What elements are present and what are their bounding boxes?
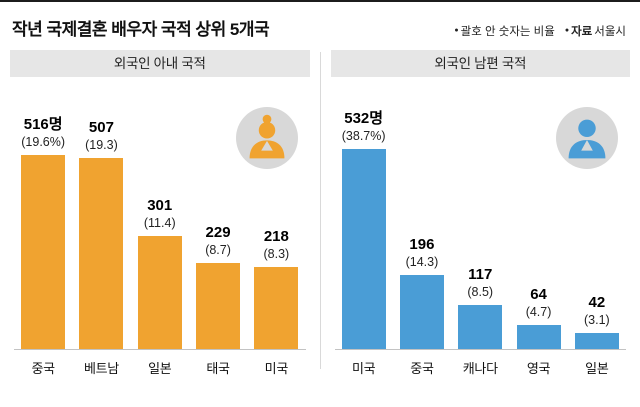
note-source: ● 자료 서울시 [565, 23, 626, 39]
bar [137, 236, 182, 349]
bar-value-label: 516명 [23, 116, 63, 134]
note-ratio-text: 괄호 안 숫자는 비율 [460, 26, 555, 38]
bar-value-label: 532명 [344, 110, 384, 128]
bar [21, 155, 66, 349]
category-label: 일본 [148, 361, 172, 376]
bar-value-label: 64 [530, 286, 547, 304]
bar [574, 333, 619, 349]
bar-group: 42 (3.1) [568, 294, 626, 349]
wife-bars: 516명 (19.6%) 507 (19.3) 301 (11.4) 229 (8.7) 218… [14, 77, 306, 350]
husband-chart-title: 외국인 남편 국적 [330, 50, 630, 77]
bar [341, 149, 386, 349]
bar-percent-label: (38.7%) [341, 129, 386, 143]
wife-chart-panel: 외국인 아내 국적 516명 (19.6%) 507 (19.3) 301 (11.4) 2… [10, 50, 310, 377]
bar-value-label: 507 [88, 119, 114, 137]
bullet-icon: ● [454, 26, 459, 34]
bar-group: 117 (8.5) [451, 266, 509, 349]
bar-group: 532명 (38.7%) [335, 110, 393, 349]
bar-group: 196 (14.3) [393, 236, 451, 349]
bar-value-label: 301 [147, 197, 173, 215]
bar-value-label: 196 [409, 236, 435, 254]
wife-chart-title: 외국인 아내 국적 [10, 50, 310, 77]
category-label: 캐나다 [462, 361, 498, 376]
bar-group: 301 (11.4) [131, 197, 189, 349]
bar-percent-label: (3.1) [583, 313, 610, 327]
wife-chart: 516명 (19.6%) 507 (19.3) 301 (11.4) 229 (8.7) 218… [10, 77, 310, 377]
bar-value-label: 218 [263, 228, 289, 246]
page-title: 작년 국제결혼 배우자 국적 상위 5개국 [12, 20, 270, 39]
bar-value-label: 42 [588, 294, 606, 312]
bar-percent-label: (11.4) [143, 216, 176, 230]
bar-group: 229 (8.7) [189, 224, 247, 349]
bar-percent-label: (14.3) [405, 255, 439, 269]
bar-group: 218 (8.3) [247, 228, 305, 349]
bar-value-label: 229 [205, 224, 231, 242]
wife-category-labels: 중국 베트남 일본 태국 미국 [14, 350, 306, 377]
husband-chart: 532명 (38.7%) 196 (14.3) 117 (8.5) 64 (4.7) 42 (3.… [331, 77, 631, 377]
header: 작년 국제결혼 배우자 국적 상위 5개국 ● 괄호 안 숫자는 비율 ● 자료… [0, 2, 640, 50]
husband-chart-panel: 외국인 남편 국적 532명 (38.7%) 196 (14.3) 117 (8.5) 64… [330, 50, 631, 377]
category-label: 베트남 [83, 361, 119, 376]
man-icon [556, 107, 618, 169]
bar-value-label: 117 [468, 266, 493, 284]
note-source-value: 서울시 [594, 26, 626, 38]
category-label: 중국 [410, 361, 434, 376]
bar-percent-label: (8.7) [205, 243, 231, 257]
bar [399, 275, 444, 349]
bar-percent-label: (8.3) [263, 247, 290, 261]
legend-notes: ● 괄호 안 숫자는 비율 ● 자료 서울시 [454, 23, 626, 40]
bar-group: 64 (4.7) [509, 286, 567, 349]
bar-percent-label: (19.3) [85, 138, 118, 152]
category-label: 중국 [31, 361, 55, 376]
bar [196, 263, 241, 349]
panel-divider [319, 52, 321, 369]
husband-bars: 532명 (38.7%) 196 (14.3) 117 (8.5) 64 (4.7) 42 (3.… [334, 77, 626, 350]
bar-percent-label: (4.7) [525, 305, 552, 319]
category-label: 미국 [351, 361, 376, 376]
bar-percent-label: (19.6%) [21, 135, 66, 149]
bar-percent-label: (8.5) [467, 285, 494, 299]
bar [79, 158, 124, 349]
woman-icon [235, 107, 298, 169]
husband-category-labels: 미국 중국 캐나다 영국 일본 [335, 350, 627, 377]
category-label: 미국 [264, 361, 289, 376]
bar [254, 267, 299, 349]
note-source-label: 자료 [571, 26, 593, 38]
bullet-icon: ● [564, 26, 570, 34]
bar-group: 507 (19.3) [72, 119, 130, 349]
bar-group: 516명 (19.6%) [14, 116, 72, 349]
category-label: 일본 [585, 361, 609, 376]
note-ratio: ● 괄호 안 숫자는 비율 [454, 23, 554, 39]
top-rule [0, 0, 640, 2]
charts-row: 외국인 아내 국적 516명 (19.6%) 507 (19.3) 301 (11.4) 2… [0, 50, 640, 377]
category-label: 태국 [206, 361, 230, 376]
bar [516, 325, 561, 349]
category-label: 영국 [526, 361, 551, 376]
bar [458, 305, 503, 349]
